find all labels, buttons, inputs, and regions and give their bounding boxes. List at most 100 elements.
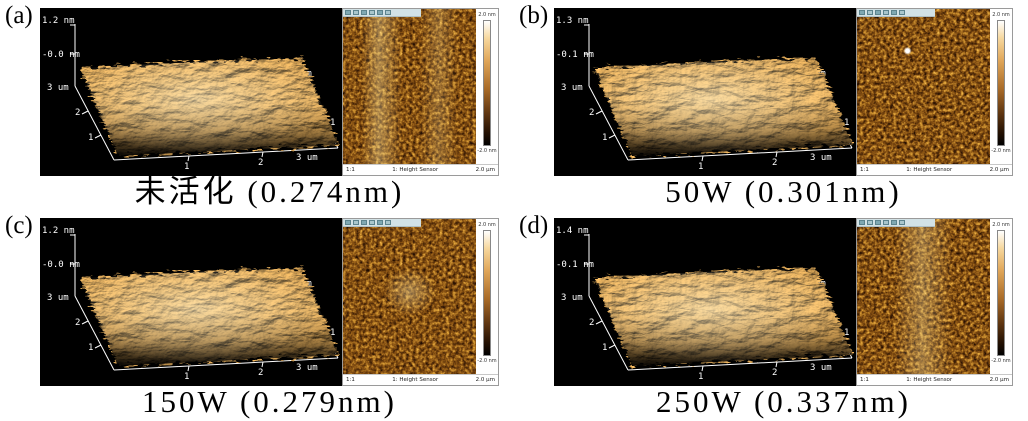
y-axis-tick-1: 1 — [602, 133, 607, 143]
nanoscope-toolbar — [857, 9, 935, 17]
nanoscope-toolbar — [343, 219, 421, 227]
colorbar-max-label: 2.0 nm — [478, 222, 496, 228]
afm-2d-height-widget: 2.0 nm -2.0 nm 1:1 1: Height Sensor 2.0 … — [342, 8, 499, 176]
surface-highlight — [594, 268, 853, 366]
y-axis-end-label: 3 um — [47, 83, 69, 93]
colorbar-max-label: 2.0 nm — [478, 12, 496, 18]
x-axis-end-label: 3 um — [296, 153, 318, 163]
height-map-canvas — [857, 9, 990, 164]
unknown-tool-icon[interactable] — [859, 10, 865, 15]
y-axis-tick-1: 1 — [88, 133, 93, 143]
x-axis-tick-2: 2 — [258, 368, 263, 378]
colorbar-min-label: -2.0 nm — [991, 358, 1011, 364]
footer-channel-label: 1: Height Sensor — [392, 167, 439, 173]
colorbar-min-label: -2.0 nm — [991, 148, 1011, 154]
footer-channel-label: 1: Height Sensor — [906, 167, 953, 173]
z-scale-min-label: -0.1 nm — [556, 50, 594, 60]
x-axis-tick-2: 2 — [258, 158, 263, 168]
afm-2d-height-widget: 2.0 nm -2.0 nm 1:1 1: Height Sensor 2.0 … — [856, 218, 1013, 386]
nanoscope-toolbar — [343, 9, 421, 17]
colorbar-min-label: -2.0 nm — [477, 358, 497, 364]
colorbar-gradient — [483, 230, 491, 356]
panel-c: (c) — [0, 210, 514, 421]
y-axis-tick-2: 2 — [589, 318, 594, 328]
y-axis-end-label: 3 um — [561, 293, 583, 303]
right-axis-tick-1: 1 — [844, 118, 849, 128]
unknown-tool-icon[interactable] — [899, 10, 905, 15]
unknown-tool-icon[interactable] — [385, 220, 391, 225]
nanoscope-toolbar — [857, 219, 935, 227]
footer-left-label: 1:1 — [346, 377, 355, 383]
colorbar-max-label: 2.0 nm — [992, 12, 1010, 18]
height-texture — [857, 219, 990, 374]
y-axis-tick-2: 2 — [75, 108, 80, 118]
z-scale-max-label: 1.2 nm — [42, 226, 75, 236]
panel-label: (c) — [5, 212, 33, 239]
unknown-tool-icon[interactable] — [899, 220, 905, 225]
unknown-tool-icon[interactable] — [385, 10, 391, 15]
height-map-image — [343, 9, 476, 164]
colorbar-column: 2.0 nm -2.0 nm — [476, 9, 498, 164]
afm-3d-surface-plot: 1.4 nm -0.1 nm 3 um 2 1 1 2 3 um 1 um — [554, 218, 856, 386]
unknown-tool-icon[interactable] — [369, 10, 375, 15]
surface-highlight — [80, 58, 339, 156]
footer-scale-label: 2.0 µm — [475, 377, 495, 383]
colorbar-max-label: 2.0 nm — [992, 222, 1010, 228]
panel-a: (a) — [0, 0, 514, 210]
panel-label: (d) — [519, 212, 549, 239]
x-axis-tick-1: 1 — [184, 162, 189, 172]
y-axis-tick-1: 1 — [88, 343, 93, 353]
surface-highlight — [80, 268, 339, 366]
unknown-tool-icon[interactable] — [377, 220, 383, 225]
footer-channel-label: 1: Height Sensor — [392, 377, 439, 383]
y-axis-end-label: 3 um — [561, 83, 583, 93]
unknown-tool-icon[interactable] — [891, 10, 897, 15]
unknown-tool-icon[interactable] — [377, 10, 383, 15]
right-axis-tick-1: 1 — [844, 328, 849, 338]
unknown-tool-icon[interactable] — [867, 10, 873, 15]
z-scale-min-label: -0.0 nm — [42, 50, 80, 60]
z-scale-min-label: -0.0 nm — [42, 260, 80, 270]
right-axis-tick-1: 1 — [330, 118, 335, 128]
unknown-tool-icon[interactable] — [361, 220, 367, 225]
height-map-image — [343, 219, 476, 374]
unknown-tool-icon[interactable] — [369, 220, 375, 225]
height-map-image — [857, 219, 990, 374]
x-axis-tick-1: 1 — [698, 372, 703, 382]
colorbar-min-label: -2.0 nm — [477, 148, 497, 154]
image-footer: 1:1 1: Height Sensor 2.0 µm — [857, 374, 1012, 385]
z-scale-min-label: -0.1 nm — [556, 260, 594, 270]
unknown-tool-icon[interactable] — [859, 220, 865, 225]
z-scale-max-label: 1.4 nm — [556, 226, 589, 236]
footer-left-label: 1:1 — [860, 377, 869, 383]
unknown-tool-icon[interactable] — [361, 10, 367, 15]
unknown-tool-icon[interactable] — [883, 10, 889, 15]
y-axis-tick-1: 1 — [602, 343, 607, 353]
panel-images: 1.2 nm -0.0 nm 3 um 2 1 1 2 3 um 1 um — [40, 218, 499, 386]
panel-caption: 250W (0.337nm) — [656, 384, 911, 419]
panel-images: 1.2 nm -0.0 nm 3 um 2 1 1 2 3 um 1 um — [40, 8, 499, 176]
x-axis-tick-2: 2 — [772, 368, 777, 378]
footer-scale-label: 2.0 µm — [989, 167, 1009, 173]
z-scale-max-label: 1.2 nm — [42, 16, 75, 26]
x-axis-tick-1: 1 — [698, 162, 703, 172]
unknown-tool-icon[interactable] — [867, 220, 873, 225]
colorbar-column: 2.0 nm -2.0 nm — [476, 219, 498, 374]
unknown-tool-icon[interactable] — [345, 10, 351, 15]
unknown-tool-icon[interactable] — [875, 10, 881, 15]
footer-left-label: 1:1 — [346, 167, 355, 173]
height-map-canvas — [343, 9, 476, 164]
y-axis-tick-2: 2 — [75, 318, 80, 328]
unknown-tool-icon[interactable] — [891, 220, 897, 225]
image-footer: 1:1 1: Height Sensor 2.0 µm — [343, 374, 498, 385]
unknown-tool-icon[interactable] — [345, 220, 351, 225]
unknown-tool-icon[interactable] — [875, 220, 881, 225]
panel-images: 1.3 nm -0.1 nm 3 um 2 1 1 2 3 um 1 um — [554, 8, 1013, 176]
unknown-tool-icon[interactable] — [883, 220, 889, 225]
x-axis-tick-1: 1 — [184, 372, 189, 382]
colorbar-gradient — [483, 20, 491, 146]
unknown-tool-icon[interactable] — [353, 220, 359, 225]
surface-highlight — [594, 58, 853, 156]
unknown-tool-icon[interactable] — [353, 10, 359, 15]
